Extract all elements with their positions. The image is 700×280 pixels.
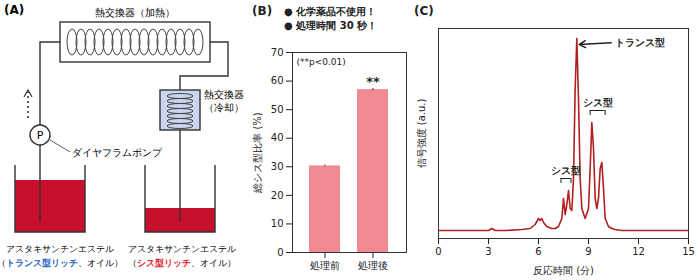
svg-text:12: 12 — [632, 246, 645, 257]
svg-text:**: ** — [366, 74, 380, 89]
html-text:● 処理時間 30 秒！: ● 処理時間 30 秒！ — [284, 20, 378, 31]
svg-text:信号強度 (a.u.): 信号強度 (a.u.) — [416, 99, 427, 169]
html-text:● 化学薬品不使用！: ● 化学薬品不使用！ — [284, 6, 377, 17]
svg-text:熱交換器（加熱）: 熱交換器（加熱） — [95, 7, 175, 18]
svg-text:シス型: シス型 — [583, 97, 613, 108]
svg-text:30: 30 — [271, 161, 284, 172]
svg-text:0: 0 — [435, 246, 441, 257]
svg-text:アスタキサンチンエステル: アスタキサンチンエステル — [128, 244, 236, 254]
svg-text:3: 3 — [485, 246, 491, 257]
svg-text:15: 15 — [682, 246, 695, 257]
svg-text:処理前: 処理前 — [310, 260, 340, 271]
svg-text:P: P — [37, 129, 44, 142]
svg-text:9: 9 — [585, 246, 591, 257]
svg-text:（トランス型リッチ、オイル）: （トランス型リッチ、オイル） — [0, 258, 123, 268]
svg-text:40: 40 — [271, 132, 284, 143]
svg-text:シス型: シス型 — [551, 165, 581, 176]
svg-text:70: 70 — [271, 47, 284, 58]
html-text:(B): (B) — [252, 4, 273, 18]
svg-text:0: 0 — [277, 247, 283, 258]
svg-text:トランス型: トランス型 — [615, 37, 665, 48]
svg-text:ダイヤフラムポンプ: ダイヤフラムポンプ — [72, 147, 163, 158]
svg-text:(**p<0.01): (**p<0.01) — [297, 57, 346, 67]
svg-text:10: 10 — [271, 218, 284, 229]
svg-text:20: 20 — [271, 190, 284, 201]
svg-text:60: 60 — [271, 75, 284, 86]
svg-text:反応時間 (分): 反応時間 (分) — [533, 265, 594, 276]
svg-text:50: 50 — [271, 104, 284, 115]
svg-text:熱交換器: 熱交換器 — [204, 89, 244, 100]
svg-text:6: 6 — [535, 246, 541, 257]
svg-text:処理後: 処理後 — [358, 260, 388, 271]
svg-text:（冷却）: （冷却） — [204, 102, 244, 113]
html-text:(C): (C) — [414, 4, 434, 18]
svg-text:（シス型リッチ、オイル）: （シス型リッチ、オイル） — [128, 258, 236, 268]
svg-text:総シス型比率 (%): 総シス型比率 (%) — [252, 112, 263, 194]
svg-text:アスタキサンチンエステル: アスタキサンチンエステル — [6, 244, 114, 254]
svg-text:(A): (A) — [4, 3, 24, 17]
